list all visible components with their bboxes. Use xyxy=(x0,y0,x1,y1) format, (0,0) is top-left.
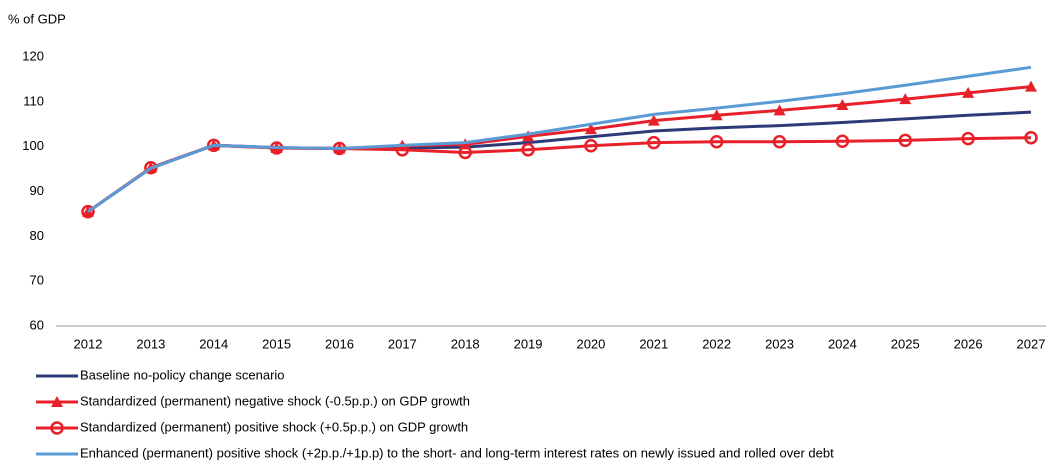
x-tick-label: 2013 xyxy=(136,336,165,351)
y-tick-label: 60 xyxy=(30,317,44,332)
circle-marker xyxy=(584,139,598,153)
circle-marker xyxy=(1024,130,1038,145)
x-tick-label: 2015 xyxy=(262,336,291,351)
circle-marker xyxy=(81,204,95,219)
x-tick-label: 2021 xyxy=(639,336,668,351)
triangle-marker xyxy=(899,93,912,105)
circle-marker xyxy=(898,133,913,148)
series-line xyxy=(87,65,1032,213)
x-tick-label: 2022 xyxy=(702,336,731,351)
legend-label: Standardized (permanent) positive shock … xyxy=(80,419,468,434)
y-tick-label: 100 xyxy=(22,138,44,153)
triangle-marker xyxy=(773,104,786,116)
x-tick-label: 2016 xyxy=(325,336,354,351)
circle-marker xyxy=(647,135,661,150)
y-tick-label: 120 xyxy=(22,48,44,63)
circle-marker xyxy=(458,145,472,160)
triangle-marker xyxy=(584,123,597,135)
triangle-marker xyxy=(710,109,723,121)
legend-label: Standardized (permanent) negative shock … xyxy=(80,393,470,408)
legend-marker xyxy=(51,396,63,407)
y-tick-label: 90 xyxy=(30,183,44,198)
x-tick-label: 2026 xyxy=(954,336,983,351)
y-tick-label: 80 xyxy=(30,228,44,243)
x-tick-label: 2014 xyxy=(199,336,228,351)
y-tick-label: 70 xyxy=(30,273,44,288)
triangle-marker xyxy=(1025,80,1037,92)
circle-marker xyxy=(961,131,975,146)
circle-marker xyxy=(709,134,724,149)
circle-marker xyxy=(835,134,850,149)
x-tick-label: 2027 xyxy=(1017,336,1046,351)
y-tick-label: 110 xyxy=(23,93,44,108)
x-tick-label: 2023 xyxy=(765,336,794,351)
legend-label: Baseline no-policy change scenario xyxy=(80,367,285,382)
series-line xyxy=(87,110,1032,213)
triangle-marker xyxy=(836,98,849,110)
x-tick-label: 2012 xyxy=(74,336,103,351)
series-line xyxy=(87,136,1032,213)
x-tick-label: 2017 xyxy=(388,336,417,351)
y-axis-label: % of GDP xyxy=(8,11,66,26)
legend-marker xyxy=(50,421,64,435)
x-tick-label: 2019 xyxy=(514,336,543,351)
x-tick-label: 2025 xyxy=(891,336,920,351)
circle-marker xyxy=(521,143,535,157)
x-tick-label: 2020 xyxy=(576,336,605,351)
circle-marker xyxy=(772,134,787,149)
triangle-marker xyxy=(647,114,660,126)
triangle-marker xyxy=(962,86,975,98)
triangle-marker xyxy=(522,130,535,142)
x-tick-label: 2024 xyxy=(828,336,857,351)
x-tick-label: 2018 xyxy=(451,336,480,351)
legend-label: Enhanced (permanent) positive shock (+2p… xyxy=(80,445,834,460)
